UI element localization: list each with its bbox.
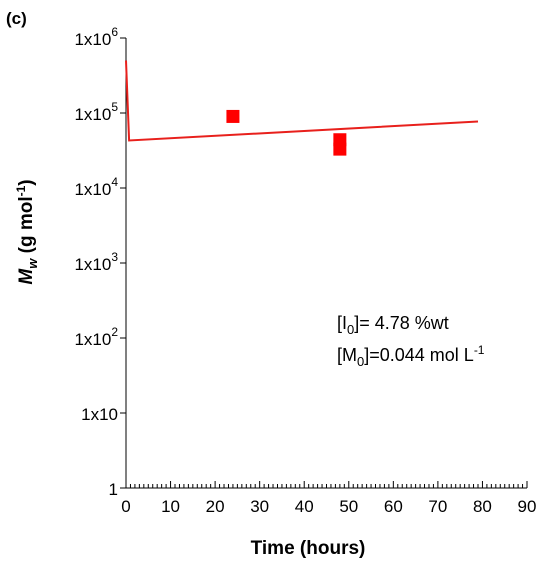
annot-m0-sup: -1 [474,343,485,357]
annotation-initiator: [I0]= 4.78 %wt [337,313,449,337]
y-tick-base: 1x10 [74,330,111,349]
annot-m0-sub: 0 [357,354,364,369]
x-tick-label: 40 [295,497,314,516]
x-tick-label: 0 [121,497,130,516]
x-tick-label: 60 [384,497,403,516]
y-tick-label: 1x103 [74,250,118,274]
y-tick-exponent: 2 [111,325,118,339]
x-tick-label: 80 [473,497,492,516]
y-tick-exponent: 6 [111,25,118,39]
x-tick-label: 30 [250,497,269,516]
y-tick-base: 1 [109,480,118,499]
panel-label: (c) [6,9,27,28]
series-line [125,60,479,142]
y-axis-title-unit-post: ) [16,179,37,185]
x-axis-title: Time (hours) [251,538,366,559]
y-tick-label: 1x106 [74,25,118,49]
data-point [226,109,240,123]
plot-area [125,38,527,489]
y-axis-title-main: M [16,268,37,285]
y-tick-exponent: 4 [111,175,118,189]
y-axis-title-unit: (g mol [16,196,37,258]
y-axis-title-unit-sup: -1 [14,185,28,196]
y-tick-base: 1x10 [74,255,111,274]
y-tick-base: 1x10 [81,405,118,424]
x-tick-label: 10 [161,497,180,516]
annot-m0-post: ]=0.044 mol L [364,345,474,365]
y-tick-base: 1x10 [74,180,111,199]
fit-line [125,60,479,142]
x-tick-label: 70 [428,497,447,516]
y-tick-label: 1x10 [81,405,118,424]
x-tick-label: 20 [206,497,225,516]
y-axis-title-sub: w [25,258,40,269]
annot-m0-pre: [M [337,345,357,365]
y-axis-title: Mw (g mol-1) [14,179,40,284]
data-point [333,142,347,156]
y-tick-label: 1 [109,480,118,499]
x-tick-label: 50 [339,497,358,516]
series-markers [226,109,347,156]
annot-i0-pre: [I [337,313,347,333]
y-tick-exponent: 3 [111,250,118,264]
y-tick-exponent: 5 [111,100,118,114]
y-tick-label: 1x102 [74,325,118,349]
x-axis: 0 10 20 30 40 50 60 70 80 90 [121,481,536,516]
annot-i0-post: ]= 4.78 %wt [354,313,449,333]
x-tick-label: 90 [518,497,537,516]
y-tick-label: 1x105 [74,100,118,124]
y-tick-label: 1x104 [74,175,118,199]
annotation-monomer: [M0]=0.044 mol L-1 [337,343,485,369]
annot-i0-sub: 0 [347,322,354,337]
y-tick-base: 1x10 [74,105,111,124]
y-tick-base: 1x10 [74,30,111,49]
